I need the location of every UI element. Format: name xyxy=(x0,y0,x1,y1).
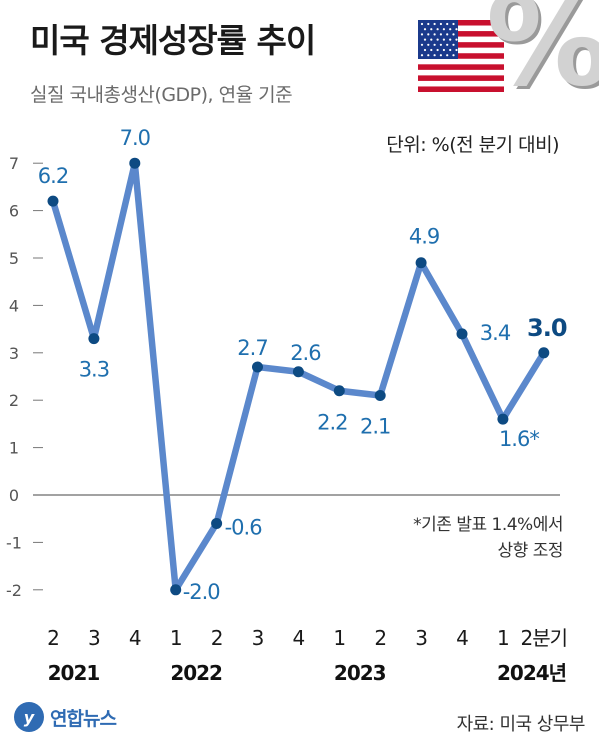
data-point xyxy=(497,413,509,425)
data-label: 3.0 xyxy=(527,314,567,342)
data-point xyxy=(538,347,550,359)
x-tick-label: 1 xyxy=(497,626,509,650)
source-label: 자료: 미국 상무부 xyxy=(456,714,586,735)
data-label: 2.1 xyxy=(360,414,390,438)
footnote: *기존 발표 1.4%에서 상향 조정 xyxy=(413,512,563,564)
data-point xyxy=(292,366,304,378)
y-tick-label: 5 xyxy=(9,249,19,268)
footnote-line-2: 상향 조정 xyxy=(497,541,564,561)
data-point xyxy=(47,195,59,207)
x-tick-label: 2 xyxy=(211,626,223,650)
data-point xyxy=(456,328,468,340)
data-point xyxy=(374,389,386,401)
data-label: -2.0 xyxy=(183,580,220,604)
x-tick-label: 4 xyxy=(456,626,468,650)
y-tick-label: 2 xyxy=(9,391,19,410)
data-point xyxy=(211,517,223,529)
chart-title: 미국 경제성장률 추이 xyxy=(30,21,316,60)
data-label: 2.6 xyxy=(290,341,321,365)
data-point xyxy=(415,257,427,269)
data-label: 1.6* xyxy=(499,427,539,451)
data-label: 3.4 xyxy=(480,321,511,345)
year-label: 2021 xyxy=(48,661,100,685)
footnote-line-1: *기존 발표 1.4%에서 xyxy=(413,515,563,535)
percent-symbol: % xyxy=(486,0,599,114)
data-label: -0.6 xyxy=(225,515,263,539)
data-label: 7.0 xyxy=(120,126,150,150)
data-point xyxy=(333,385,345,397)
data-point xyxy=(252,361,263,373)
x-tick-label: 1 xyxy=(170,626,182,650)
data-label: 4.9 xyxy=(409,225,439,249)
x-tick-label: 3 xyxy=(88,626,100,650)
y-tick-label: 3 xyxy=(9,344,19,363)
year-label: 2022 xyxy=(170,661,222,685)
data-point xyxy=(129,157,141,169)
year-label: 2024년 xyxy=(497,661,566,685)
data-label: 2.7 xyxy=(237,336,267,360)
x-tick-label: 3 xyxy=(415,626,427,650)
year-label: 2023 xyxy=(334,661,386,685)
data-point xyxy=(88,333,100,345)
y-tick-label: -1 xyxy=(6,533,22,552)
y-tick-label: 6 xyxy=(9,202,19,221)
x-tick-label: 3 xyxy=(252,626,264,650)
unit-label: 단위: %(전 분기 대비) xyxy=(386,134,559,156)
us-flag-icon xyxy=(418,20,504,92)
yonhap-logo: y 연합뉴스 xyxy=(14,702,117,732)
x-tick-label: 4 xyxy=(129,626,141,650)
y-tick-label: 4 xyxy=(9,296,19,315)
x-tick-label: 2분기 xyxy=(521,626,568,650)
data-label: 3.3 xyxy=(79,358,109,382)
data-label: 2.2 xyxy=(317,411,347,435)
chart-subtitle: 실질 국내총생산(GDP), 연율 기준 xyxy=(30,84,293,106)
x-tick-label: 1 xyxy=(333,626,345,650)
y-tick-label: 1 xyxy=(9,439,19,458)
x-tick-label: 2 xyxy=(47,626,59,650)
logo-text: 연합뉴스 xyxy=(50,707,117,730)
yonhap-logo-icon: y xyxy=(14,702,44,732)
data-label: 6.2 xyxy=(38,164,68,188)
x-tick-label: 2 xyxy=(374,626,386,650)
x-tick-label: 4 xyxy=(293,626,305,650)
y-tick-label: 7 xyxy=(9,154,19,173)
data-point xyxy=(170,584,182,596)
y-tick-label: 0 xyxy=(9,486,19,505)
y-tick-label: -2 xyxy=(6,581,22,600)
